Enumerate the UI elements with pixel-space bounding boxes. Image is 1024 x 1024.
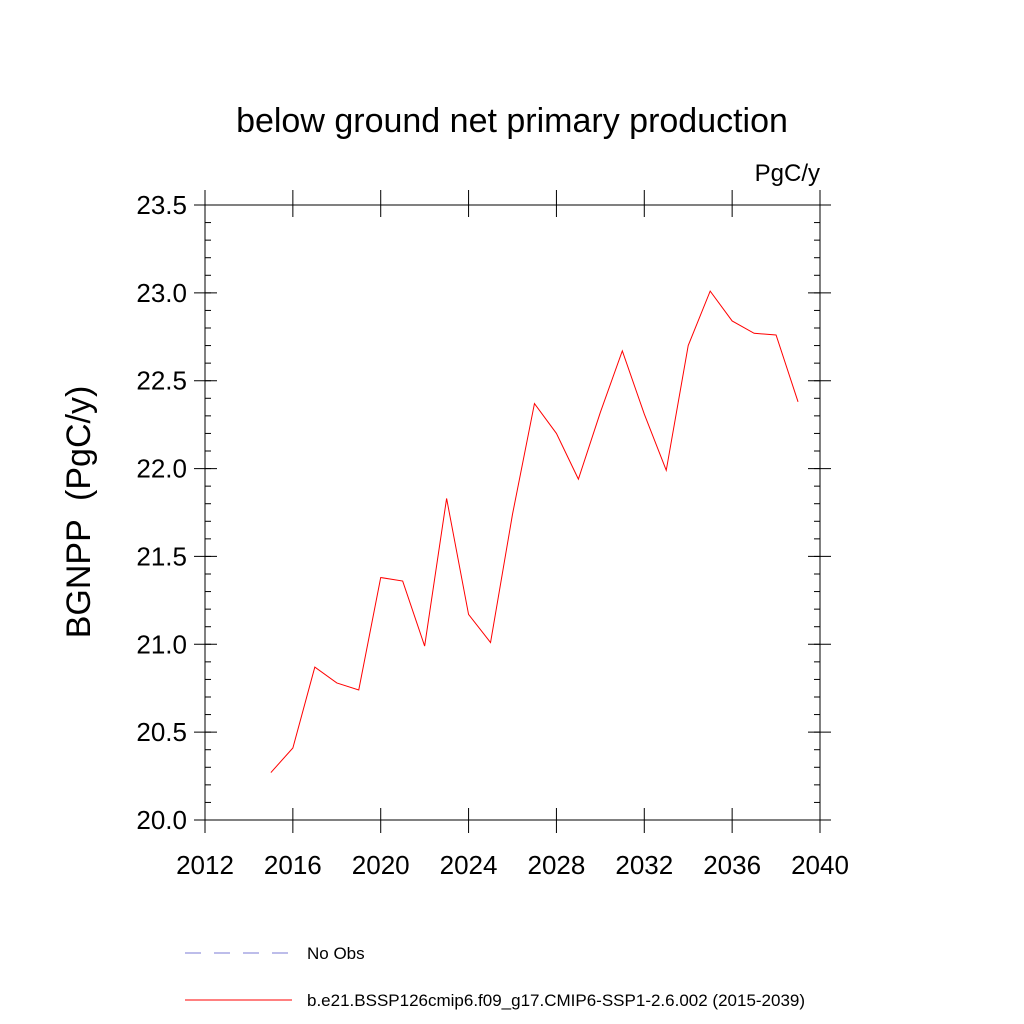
x-tick-label: 2020 — [352, 850, 410, 880]
y-tick-label: 22.0 — [136, 454, 187, 484]
plot-frame — [204, 204, 821, 821]
x-tick-label: 2040 — [791, 850, 849, 880]
y-tick-label: 21.0 — [136, 629, 187, 659]
y-tick-label: 22.5 — [136, 366, 187, 396]
x-tick-label: 2016 — [264, 850, 322, 880]
x-major-ticks — [204, 190, 821, 833]
y-tick-label: 20.5 — [136, 717, 187, 747]
y-tick-label: 21.5 — [136, 541, 187, 571]
series-layer — [270, 290, 799, 773]
chart-title: below ground net primary production — [236, 102, 788, 140]
x-tick-label: 2028 — [528, 850, 586, 880]
y-axis-label: BGNPP (PgC/y) — [60, 386, 98, 639]
units-label: PgC/y — [755, 160, 820, 187]
legend: No Obs b.e21.BSSP126cmip6.f09_g17.CMIP6-… — [185, 944, 805, 1010]
y-tick-label: 20.0 — [136, 805, 187, 835]
y-tick-label: 23.5 — [136, 190, 187, 220]
x-tick-label: 2036 — [703, 850, 761, 880]
x-tick-labels: 2012 2016 2020 2024 2028 2032 2036 2040 — [176, 850, 849, 880]
x-tick-label: 2012 — [176, 850, 234, 880]
series-line — [270, 290, 799, 773]
y-tick-labels: 20.0 20.5 21.0 21.5 22.0 22.5 23.0 23.5 — [136, 190, 187, 835]
legend-label-ssp126: b.e21.BSSP126cmip6.f09_g17.CMIP6-SSP1-2.… — [307, 991, 805, 1010]
y-tick-label: 23.0 — [136, 278, 187, 308]
x-tick-label: 2032 — [615, 850, 673, 880]
legend-label-no-obs: No Obs — [307, 944, 365, 963]
x-tick-label: 2024 — [440, 850, 498, 880]
